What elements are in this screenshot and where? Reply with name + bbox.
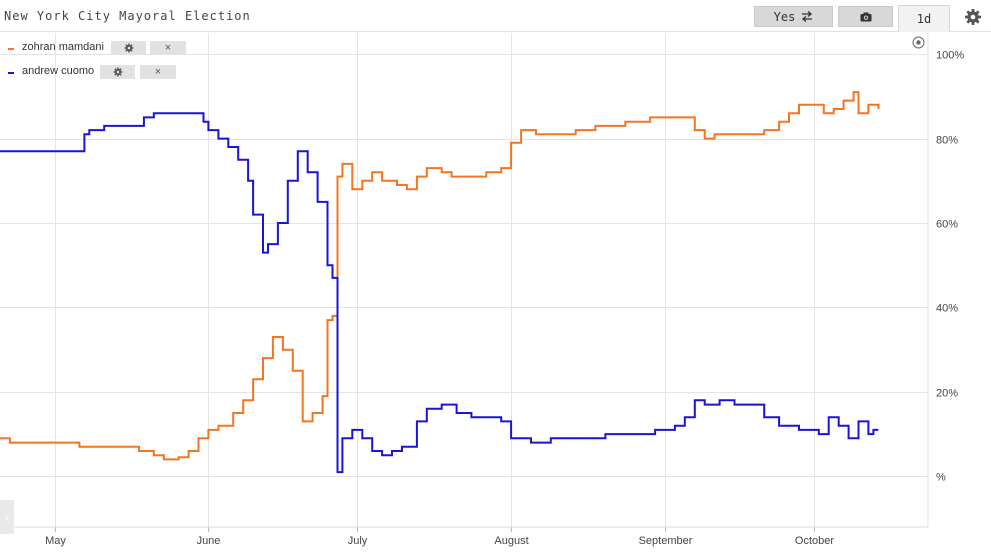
y-tick-label: % (936, 472, 946, 484)
series-line-andrew-cuomo (0, 112, 879, 474)
legend-item-zohran-mamdani: zohran mamdani × (8, 41, 188, 56)
x-tick-label: October (795, 535, 834, 547)
series-remove-button[interactable]: × (150, 41, 186, 55)
x-tick-label: August (494, 535, 528, 547)
page-title: New York City Mayoral Election (4, 9, 251, 23)
gear-icon (124, 43, 133, 53)
legend-swatch (8, 72, 14, 74)
y-tick-label: 40% (936, 303, 958, 315)
legend-swatch (8, 48, 14, 50)
close-icon: × (154, 66, 162, 78)
close-icon: × (164, 42, 172, 54)
camera-icon (860, 12, 871, 21)
x-tick-label: June (197, 535, 221, 547)
gear-icon[interactable] (964, 8, 982, 26)
vertical-gridlines (0, 33, 929, 528)
snapshot-button[interactable] (838, 6, 893, 27)
y-tick-label: 100% (936, 50, 964, 62)
x-tick-label: May (45, 535, 66, 547)
top-bar: New York City Mayoral Election Yes 1d (0, 0, 991, 32)
y-tick-label: 20% (936, 388, 958, 400)
swap-arrows-icon (802, 11, 813, 22)
x-tick-label: July (348, 535, 368, 547)
series-line-zohran-mamdani (0, 91, 880, 461)
gear-icon (113, 67, 122, 77)
range-1d-button[interactable]: 1d (898, 5, 950, 32)
x-axis: May June July August September October (45, 527, 834, 547)
legend-label: zohran mamdani (22, 41, 104, 53)
series-settings-button[interactable] (100, 65, 135, 79)
y-axis: 100% 80% 60% 40% 20%% (936, 50, 964, 484)
series-settings-button[interactable] (111, 41, 146, 55)
expand-sidebar-button[interactable]: › (0, 500, 14, 534)
outcome-label: Yes (773, 9, 796, 24)
y-tick-label: 60% (936, 219, 958, 231)
chevron-right-icon: › (5, 510, 9, 524)
outcome-toggle-button[interactable]: Yes (754, 6, 833, 27)
legend-item-andrew-cuomo: andrew cuomo × (8, 65, 188, 80)
x-tick-label: September (639, 535, 693, 547)
series-layer (0, 91, 880, 474)
series-remove-button[interactable]: × (140, 65, 176, 79)
y-tick-label: 80% (936, 135, 958, 147)
target-icon[interactable] (912, 36, 925, 49)
legend-label: andrew cuomo (22, 65, 95, 77)
